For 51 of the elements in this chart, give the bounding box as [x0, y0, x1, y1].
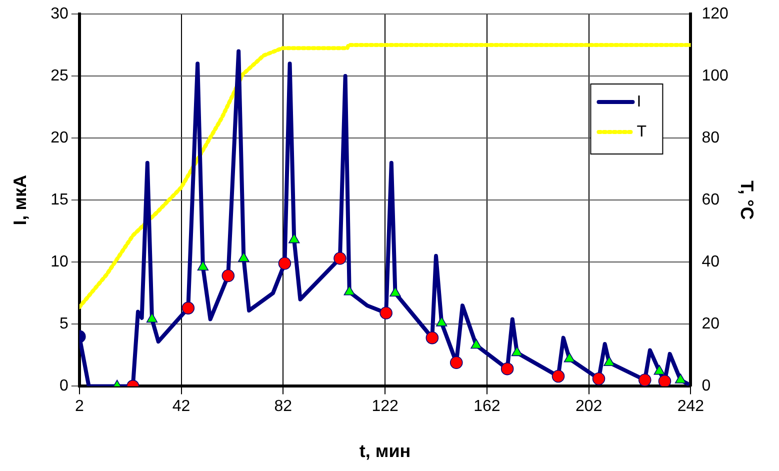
point	[146, 312, 158, 323]
point	[450, 356, 463, 370]
x-tick-label: 42	[172, 398, 190, 416]
point	[552, 370, 565, 383]
point	[197, 260, 209, 270]
x-tick-label: 202	[575, 398, 602, 416]
point	[426, 331, 439, 344]
point	[654, 364, 665, 375]
point	[288, 233, 300, 244]
point	[390, 286, 401, 297]
point	[380, 306, 392, 320]
y2-tick-label: 0	[702, 378, 711, 395]
y-axis-title: I, мкА	[10, 174, 30, 226]
y2-tick-label: 40	[702, 254, 720, 271]
point	[344, 286, 355, 296]
y-tick-label: 15	[50, 192, 68, 209]
y2-tick-label: 100	[702, 67, 728, 84]
x-tick-label: 242	[677, 398, 704, 416]
point	[278, 256, 292, 270]
point	[222, 269, 235, 282]
point	[511, 346, 523, 356]
x-tick-label: 82	[274, 398, 292, 416]
point	[436, 316, 448, 326]
x-axis-title: t, мин	[359, 441, 411, 462]
point	[674, 374, 686, 384]
point	[470, 338, 482, 349]
y-tick-label: 25	[50, 67, 68, 84]
point	[500, 362, 514, 376]
x-tick-label: 122	[372, 398, 398, 416]
point	[638, 374, 652, 386]
point	[238, 252, 250, 262]
y-tick-label: 5	[59, 316, 68, 333]
legend-label: I	[636, 93, 642, 110]
y-tick-label: 10	[50, 254, 68, 271]
y-tick-label: 30	[50, 5, 68, 22]
y2-tick-label: 20	[702, 316, 720, 333]
y-tick-label: 0	[59, 378, 68, 395]
x-tick-label: 162	[474, 398, 500, 416]
legend-label: T	[636, 123, 647, 140]
point	[658, 374, 672, 386]
y2-tick-label: 60	[702, 192, 720, 209]
x-tick-label: 2	[74, 398, 84, 416]
y2-tick-label: 80	[702, 129, 720, 146]
point	[564, 352, 576, 362]
point	[592, 372, 606, 386]
point	[334, 252, 346, 265]
y2-tick-label: 120	[702, 5, 728, 22]
point	[182, 302, 195, 314]
y-tick-label: 20	[50, 129, 68, 146]
point	[604, 356, 615, 366]
y2-axis-title: T, °C	[737, 180, 758, 220]
